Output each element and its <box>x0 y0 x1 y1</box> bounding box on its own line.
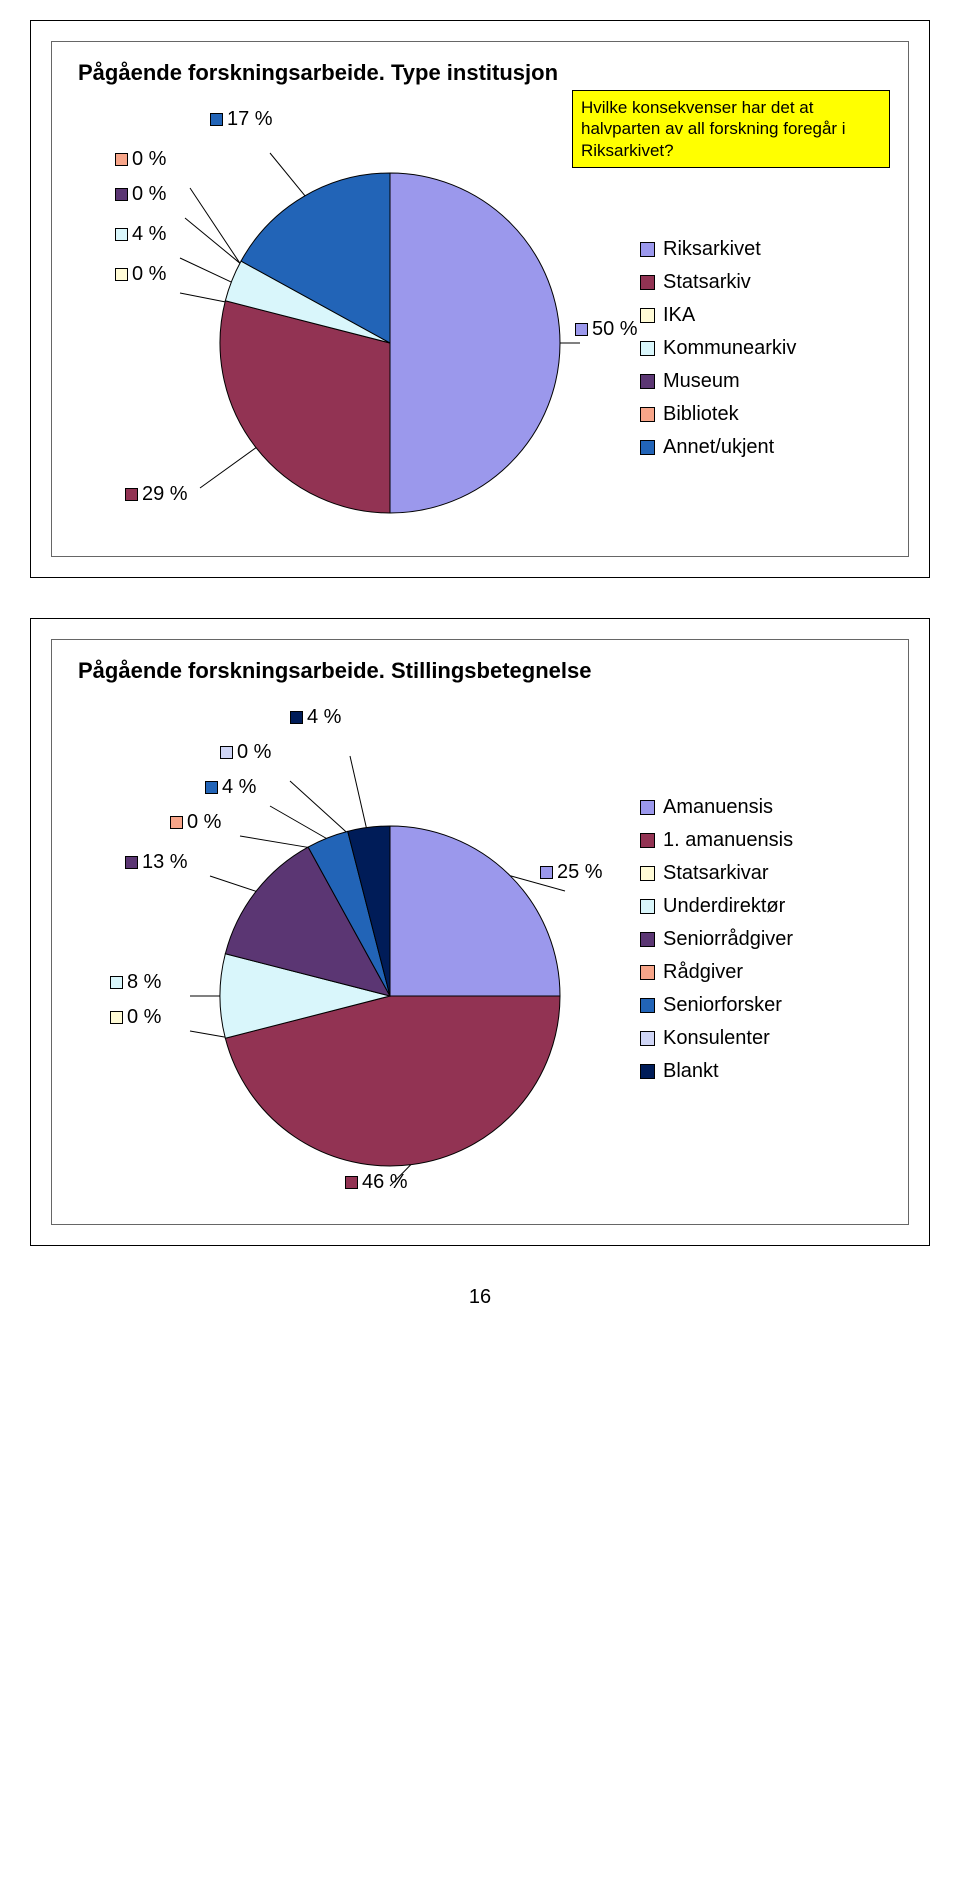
legend-item: IKA <box>640 304 796 327</box>
slide-1: Pågående forskningsarbeide. Type institu… <box>30 20 930 578</box>
legend-item: Riksarkivet <box>640 238 796 261</box>
legend-item: Statsarkiv <box>640 271 796 294</box>
legend-item: Rådgiver <box>640 961 793 984</box>
legend-item: Bibliotek <box>640 403 796 426</box>
legend-item: Seniorrådgiver <box>640 928 793 951</box>
legend-item: Underdirektør <box>640 895 793 918</box>
chart1-callout: Hvilke konsekvenser har det at halvparte… <box>572 90 890 168</box>
legend-item: Blankt <box>640 1060 793 1083</box>
chart2-pie <box>70 696 630 1196</box>
chart2-title: Pågående forskningsarbeide. Stillingsbet… <box>78 658 890 684</box>
chart1-pie <box>70 98 630 528</box>
legend-item: Kommunearkiv <box>640 337 796 360</box>
chart1-frame: Pågående forskningsarbeide. Type institu… <box>51 41 909 557</box>
legend-item: Annet/ukjent <box>640 436 796 459</box>
page-number: 16 <box>0 1286 960 1309</box>
chart2-body: 4 %0 %4 %0 %13 %8 %0 %25 %46 % Amanuensi… <box>70 696 890 1196</box>
chart1-pie-area: 17 %0 %0 %4 %0 %29 %50 % <box>70 98 630 528</box>
chart1-legend: Riksarkivet Statsarkiv IKA Kommunearkiv Muse… <box>640 238 796 459</box>
chart2-frame: Pågående forskningsarbeide. Stillingsbet… <box>51 639 909 1225</box>
chart2-legend: Amanuensis 1. amanuensis Statsarkivar Under… <box>640 796 793 1083</box>
legend-item: Museum <box>640 370 796 393</box>
legend-item: 1. amanuensis <box>640 829 793 852</box>
legend-item: Amanuensis <box>640 796 793 819</box>
legend-item: Statsarkivar <box>640 862 793 885</box>
legend-item: Seniorforsker <box>640 994 793 1017</box>
chart2-pie-area: 4 %0 %4 %0 %13 %8 %0 %25 %46 % <box>70 696 630 1196</box>
slide-2: Pågående forskningsarbeide. Stillingsbet… <box>30 618 930 1246</box>
chart1-title: Pågående forskningsarbeide. Type institu… <box>78 60 890 86</box>
legend-item: Konsulenter <box>640 1027 793 1050</box>
